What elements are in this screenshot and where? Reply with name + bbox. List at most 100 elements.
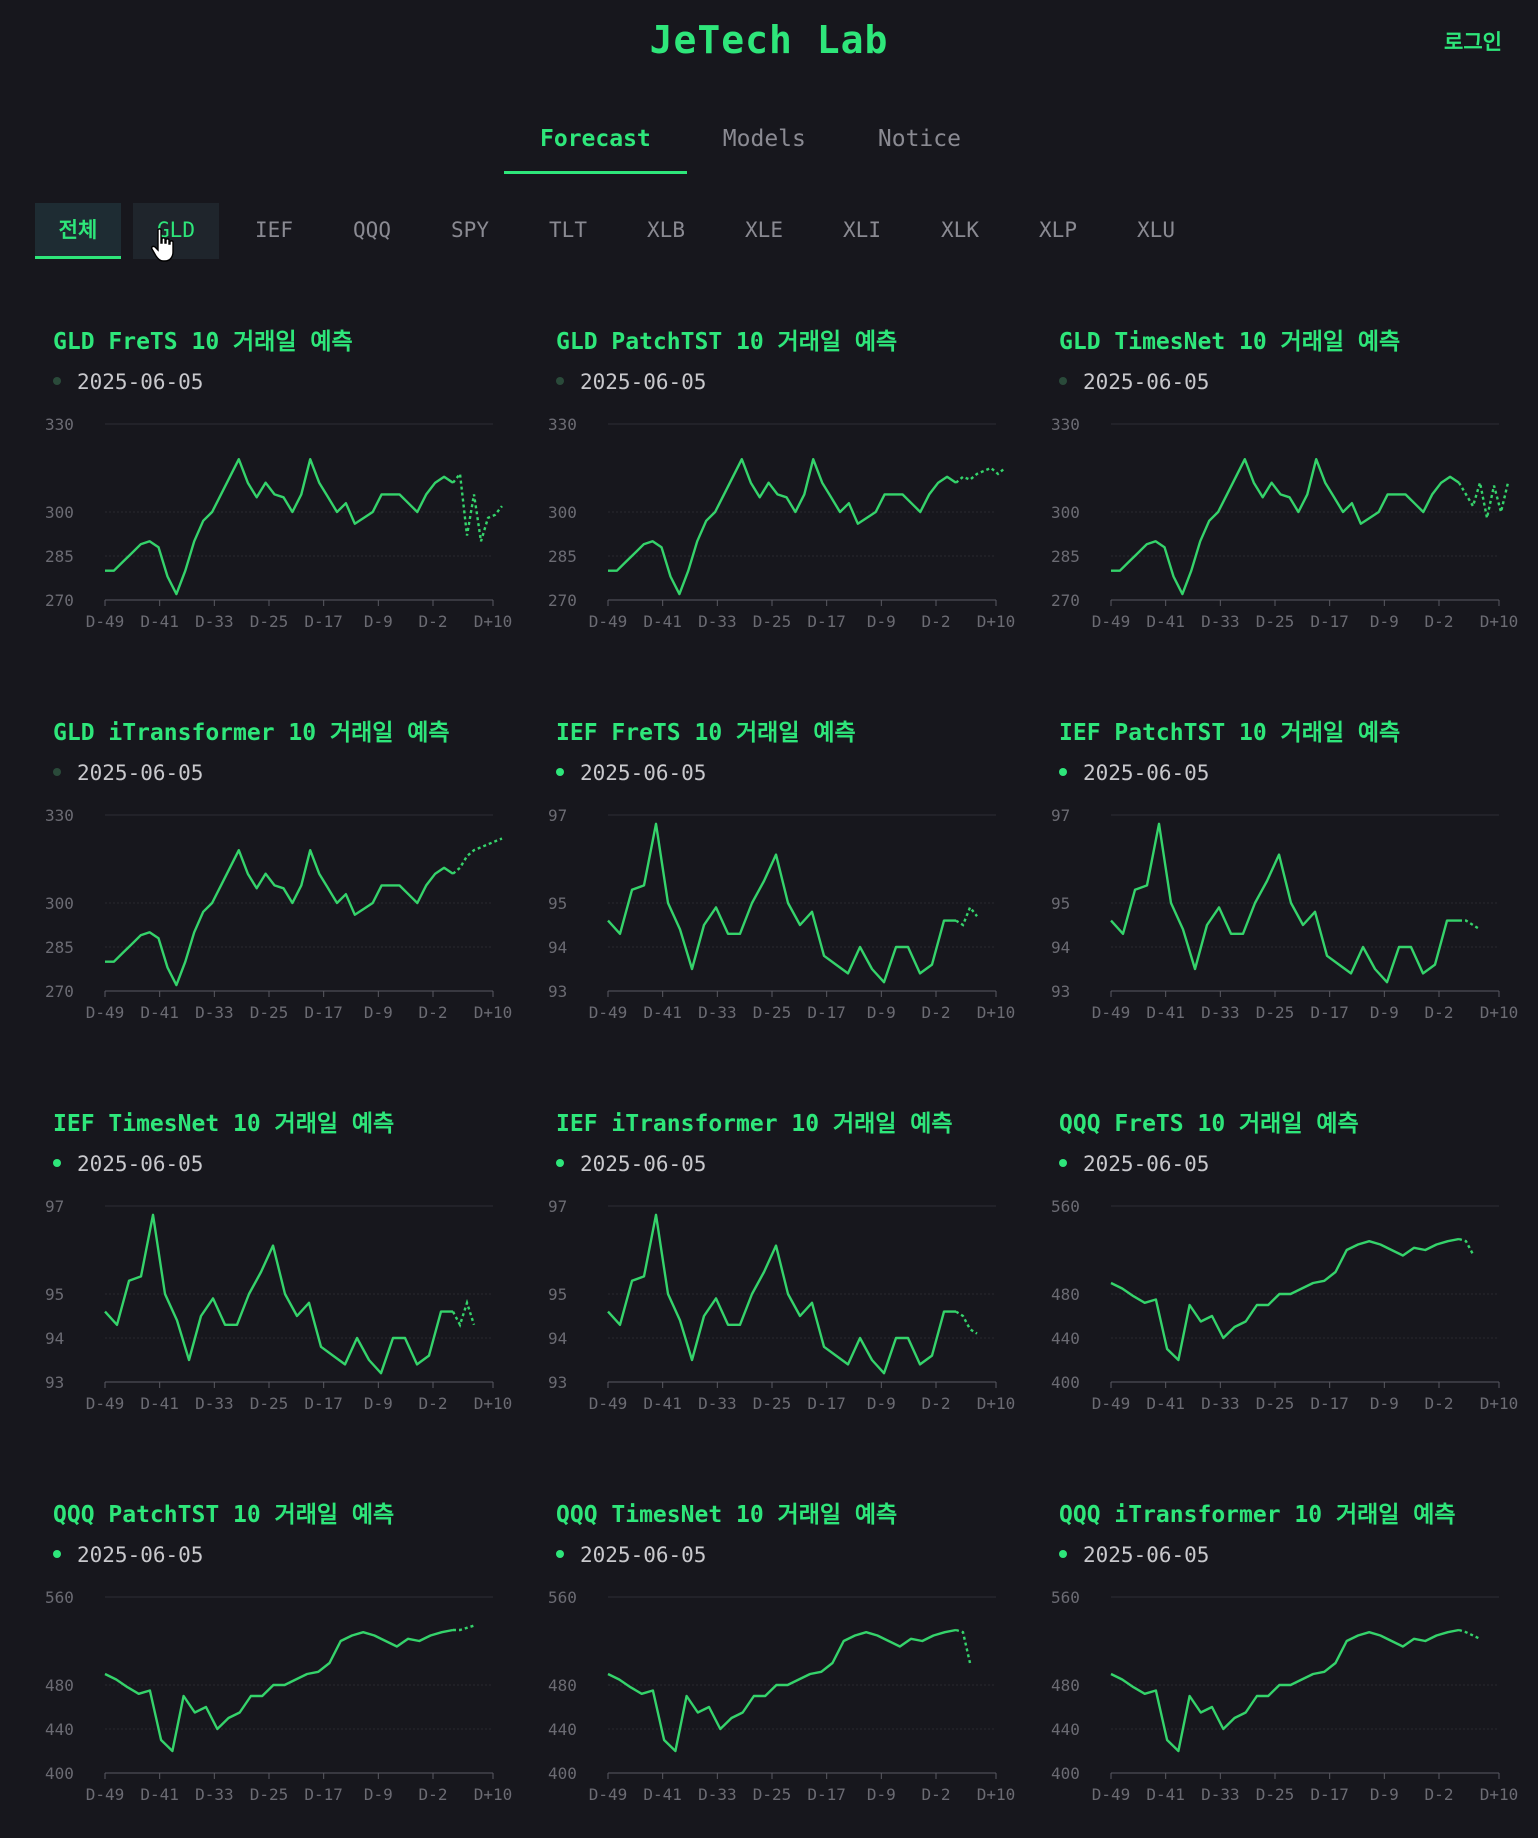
ticker-tlt[interactable]: TLT (549, 218, 587, 242)
x-tick-label: D-17 (807, 1003, 846, 1021)
x-tick-label: D-33 (698, 1785, 737, 1803)
history-line (105, 849, 454, 987)
y-tick-label: 480 (45, 1676, 74, 1695)
y-tick-label: 440 (1051, 1329, 1080, 1348)
forecast-card[interactable]: GLD PatchTST 10 거래일 예측 2025-06-05 270 285 30… (538, 318, 1018, 658)
line-chart: 400 440 480 560 D-49 D-41 D-33 D-25 D-17 D-9 D-2 D+… (45, 1588, 512, 1803)
date-text: 2025-06-05 (580, 761, 707, 785)
line-chart: 93 94 95 97 D-49 D-41 D-33 D-25 D-17 D-9 D-2 D+10 (45, 1197, 513, 1412)
card-date: 2025-06-05 (53, 1543, 203, 1567)
status-dot-icon (53, 377, 61, 385)
forecast-card[interactable]: GLD iTransformer 10 거래일 예측 2025-06-05 270 2… (35, 709, 515, 1049)
forecast-card[interactable]: QQQ PatchTST 10 거래일 예측 2025-06-05 400 440 48… (35, 1491, 515, 1831)
ticker-xlp[interactable]: XLP (1039, 218, 1077, 242)
card-date: 2025-06-05 (556, 370, 706, 394)
card-title: QQQ FreTS 10 거래일 예측 (1059, 1111, 1359, 1137)
forecast-card[interactable]: GLD FreTS 10 거래일 예측 2025-06-05 270 285 300 33… (35, 318, 515, 658)
date-text: 2025-06-05 (580, 1543, 707, 1567)
x-tick-label: D-2 (419, 1785, 448, 1803)
y-tick-label: 400 (548, 1764, 577, 1783)
x-tick-label: D-2 (922, 1785, 951, 1803)
card-date: 2025-06-05 (1059, 761, 1209, 785)
history-line (1110, 1628, 1460, 1753)
x-tick-label: D+10 (977, 1785, 1016, 1803)
card-title: GLD FreTS 10 거래일 예측 (53, 329, 353, 355)
x-tick-label: D-25 (250, 1394, 289, 1412)
x-tick-label: D-33 (1201, 1003, 1240, 1021)
date-text: 2025-06-05 (1083, 761, 1210, 785)
x-tick-label: D-41 (1146, 1785, 1185, 1803)
line-chart: 93 94 95 97 D-49 D-41 D-33 D-25 D-17 D-9 D-2 D+10 (548, 806, 1015, 1021)
x-tick-label: D-2 (419, 1394, 448, 1412)
x-tick-label: D-25 (1256, 1003, 1295, 1021)
x-tick-label: D-17 (1310, 1785, 1349, 1803)
x-tick-label: D-25 (1256, 1394, 1295, 1412)
ticker-filter: 전체 GLD IEF QQQ SPY TLT XLB XLE XLI XLK X… (35, 203, 1199, 259)
y-tick-label: 94 (548, 1329, 567, 1348)
forecast-card[interactable]: GLD TimesNet 10 거래일 예측 2025-06-05 270 285 30… (1041, 318, 1521, 658)
ticker-xlk[interactable]: XLK (941, 218, 979, 242)
history-line (607, 1628, 957, 1753)
card-date: 2025-06-05 (53, 761, 203, 785)
x-tick-label: D-9 (364, 612, 393, 630)
x-tick-label: D-25 (753, 1785, 792, 1803)
x-tick-label: D-49 (589, 1003, 628, 1021)
x-tick-label: D-9 (867, 1394, 896, 1412)
line-chart: 400 440 480 560 D-49 D-41 D-33 D-25 D-17 D-9 D-2 D+… (1051, 1197, 1518, 1412)
ticker-xli[interactable]: XLI (843, 218, 881, 242)
forecast-line (1459, 919, 1481, 931)
forecast-line (955, 1628, 972, 1664)
forecast-card[interactable]: QQQ iTransformer 10 거래일 예측 2025-06-05 400 4… (1041, 1491, 1521, 1831)
x-tick-label: D-33 (195, 1003, 234, 1021)
forecast-card[interactable]: QQQ TimesNet 10 거래일 예측 2025-06-05 400 440 48… (538, 1491, 1018, 1831)
x-tick-label: D-2 (419, 612, 448, 630)
x-tick-label: D+10 (977, 612, 1016, 630)
forecast-card[interactable]: IEF FreTS 10 거래일 예측 2025-06-05 93 94 95 97 D-4… (538, 709, 1018, 1049)
y-tick-label: 330 (548, 415, 577, 434)
ticker-ief[interactable]: IEF (255, 218, 293, 242)
forecast-card[interactable]: QQQ FreTS 10 거래일 예측 2025-06-05 400 440 480 56… (1041, 1100, 1521, 1440)
x-tick-label: D-41 (140, 612, 179, 630)
ticker-xle[interactable]: XLE (745, 218, 783, 242)
card-date: 2025-06-05 (1059, 1152, 1209, 1176)
ticker-all[interactable]: 전체 (35, 203, 121, 259)
tab-forecast[interactable]: Forecast (504, 122, 687, 174)
history-line (1110, 1237, 1460, 1362)
ticker-qqq[interactable]: QQQ (353, 218, 391, 242)
y-tick-label: 270 (45, 591, 74, 610)
ticker-gld[interactable]: GLD (133, 203, 219, 259)
line-chart: 400 440 480 560 D-49 D-41 D-33 D-25 D-17 D-9 D-2 D+… (548, 1588, 1016, 1803)
forecast-card[interactable]: IEF PatchTST 10 거래일 예측 2025-06-05 93 94 95 97… (1041, 709, 1521, 1049)
y-tick-label: 93 (45, 1373, 64, 1392)
history-line (608, 458, 957, 596)
ticker-spy[interactable]: SPY (451, 218, 489, 242)
x-tick-label: D+10 (474, 1394, 513, 1412)
card-title: GLD PatchTST 10 거래일 예측 (556, 329, 898, 355)
ticker-xlu[interactable]: XLU (1137, 218, 1175, 242)
y-tick-label: 560 (1051, 1588, 1080, 1607)
tab-models[interactable]: Models (722, 126, 806, 152)
y-tick-label: 285 (45, 547, 74, 566)
x-tick-label: D-17 (1310, 1394, 1349, 1412)
y-tick-label: 300 (45, 503, 74, 522)
x-tick-label: D-41 (643, 1785, 682, 1803)
forecast-card[interactable]: IEF iTransformer 10 거래일 예측 2025-06-05 93 94… (538, 1100, 1018, 1440)
ticker-xlb[interactable]: XLB (647, 218, 685, 242)
date-text: 2025-06-05 (1083, 370, 1210, 394)
x-tick-label: D-41 (140, 1394, 179, 1412)
y-tick-label: 94 (45, 1329, 64, 1348)
forecast-card[interactable]: IEF TimesNet 10 거래일 예측 2025-06-05 93 94 95 97… (35, 1100, 515, 1440)
x-tick-label: D-33 (698, 1003, 737, 1021)
y-tick-label: 97 (45, 1197, 64, 1216)
login-link[interactable]: 로그인 (1444, 30, 1502, 54)
x-tick-label: D-17 (1310, 612, 1349, 630)
x-tick-label: D-9 (364, 1003, 393, 1021)
x-tick-label: D-33 (195, 1785, 234, 1803)
y-tick-label: 440 (1051, 1720, 1080, 1739)
x-tick-label: D-33 (195, 1394, 234, 1412)
x-tick-label: D-33 (698, 612, 737, 630)
forecast-line (1458, 1237, 1475, 1255)
tab-notice[interactable]: Notice (877, 126, 961, 152)
y-tick-label: 270 (548, 591, 577, 610)
x-tick-label: D-9 (364, 1785, 393, 1803)
